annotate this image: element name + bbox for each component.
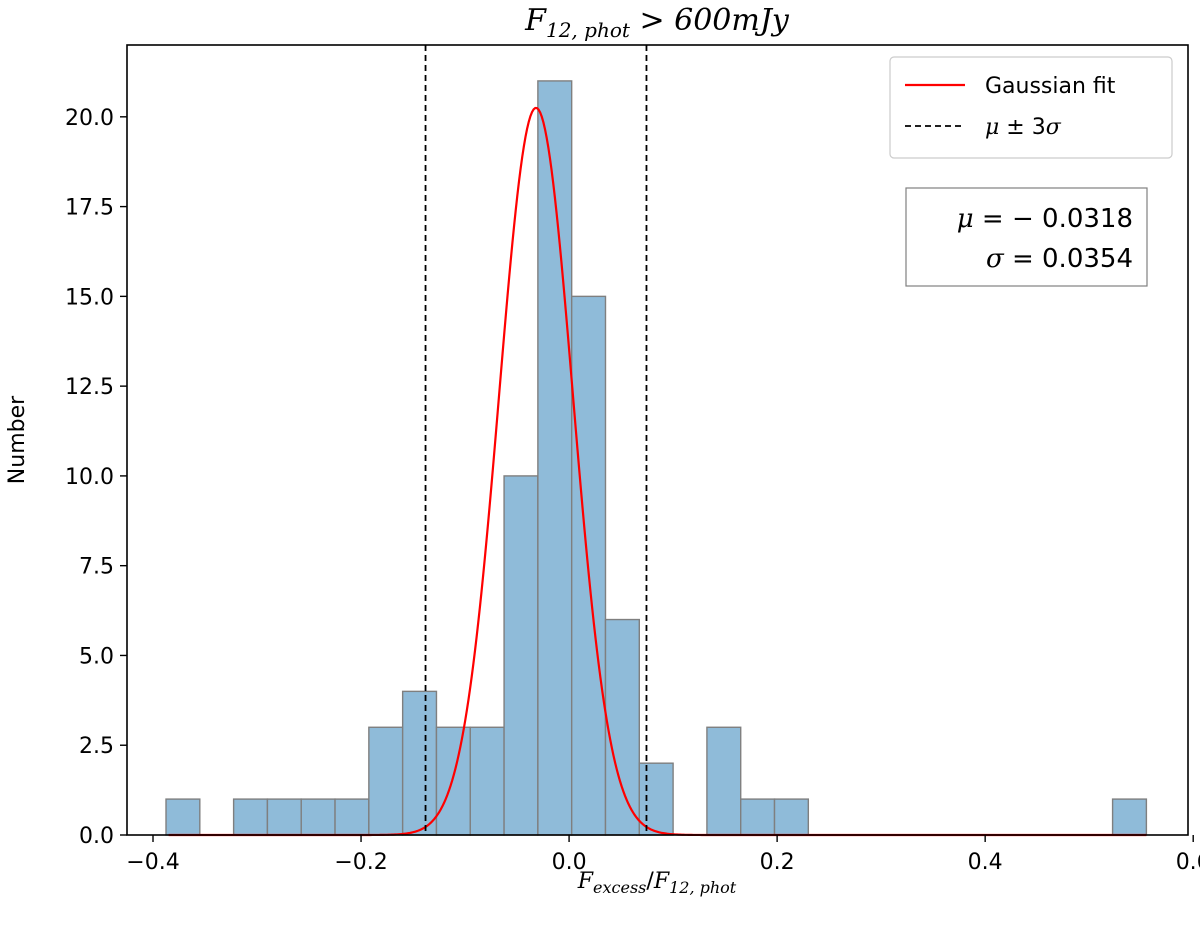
stat-mu: μ = − 0.0318 (957, 204, 1133, 234)
x-tick-label: −0.4 (126, 850, 179, 875)
histogram-bar (165, 798, 201, 836)
histogram-bar (368, 726, 404, 836)
y-tick-label: 2.5 (79, 734, 114, 759)
y-axis-ticks: 0.0 2.5 5.0 7.5 10.0 12.5 15.0 17.5 20.0 (65, 106, 127, 849)
x-tick-label: −0.2 (334, 850, 387, 875)
chart-title: F12, phot > 600mJy (524, 3, 790, 42)
histogram-bar (469, 726, 505, 836)
legend: Gaussian fit μ ± 3σ (889, 56, 1173, 159)
histogram-bar (334, 798, 370, 836)
y-tick-label: 0.0 (79, 824, 114, 849)
histogram-bar (300, 798, 336, 836)
y-tick-label: 17.5 (65, 196, 114, 221)
x-tick-label: 0.6 (1176, 850, 1200, 875)
y-axis-label: Number (5, 395, 30, 484)
histogram-bar (503, 475, 539, 836)
histogram-bar (706, 726, 742, 836)
histogram-bar (266, 798, 302, 836)
plot-frame (126, 44, 1189, 836)
y-tick-label: 7.5 (79, 555, 114, 580)
legend-label-gaussian-fit: Gaussian fit (985, 74, 1116, 99)
fit-stats-box: μ = − 0.0318 σ = 0.0354 (905, 187, 1148, 287)
histogram-bar (401, 690, 438, 836)
y-tick-label: 10.0 (65, 465, 114, 490)
histogram-bar (232, 798, 269, 836)
three-sigma-lines (424, 45, 648, 835)
x-tick-label: 0.4 (968, 850, 1003, 875)
legend-box (889, 56, 1173, 159)
y-tick-label: 15.0 (65, 285, 114, 310)
x-axis-ticks: −0.4 −0.2 0.0 0.2 0.4 0.6 (126, 835, 1200, 875)
y-tick-label: 5.0 (79, 644, 114, 669)
histogram-bar (638, 762, 674, 836)
histogram-bar (1111, 798, 1148, 836)
stats-box-frame (905, 187, 1148, 287)
stat-sigma: σ = 0.0354 (986, 244, 1133, 274)
histogram-bar (435, 726, 471, 836)
histogram-bar (604, 618, 640, 836)
y-tick-label: 12.5 (65, 375, 114, 400)
x-axis-label: Fexcess/F12, phot (577, 869, 737, 897)
x-tick-label: 0.0 (552, 850, 587, 875)
y-tick-label: 20.0 (65, 106, 114, 131)
histogram-bar (773, 798, 810, 836)
x-tick-label: 0.2 (760, 850, 795, 875)
legend-label-three-sigma: μ ± 3σ (985, 115, 1062, 140)
histogram-bar (740, 798, 776, 836)
histogram-bars (165, 80, 1148, 836)
